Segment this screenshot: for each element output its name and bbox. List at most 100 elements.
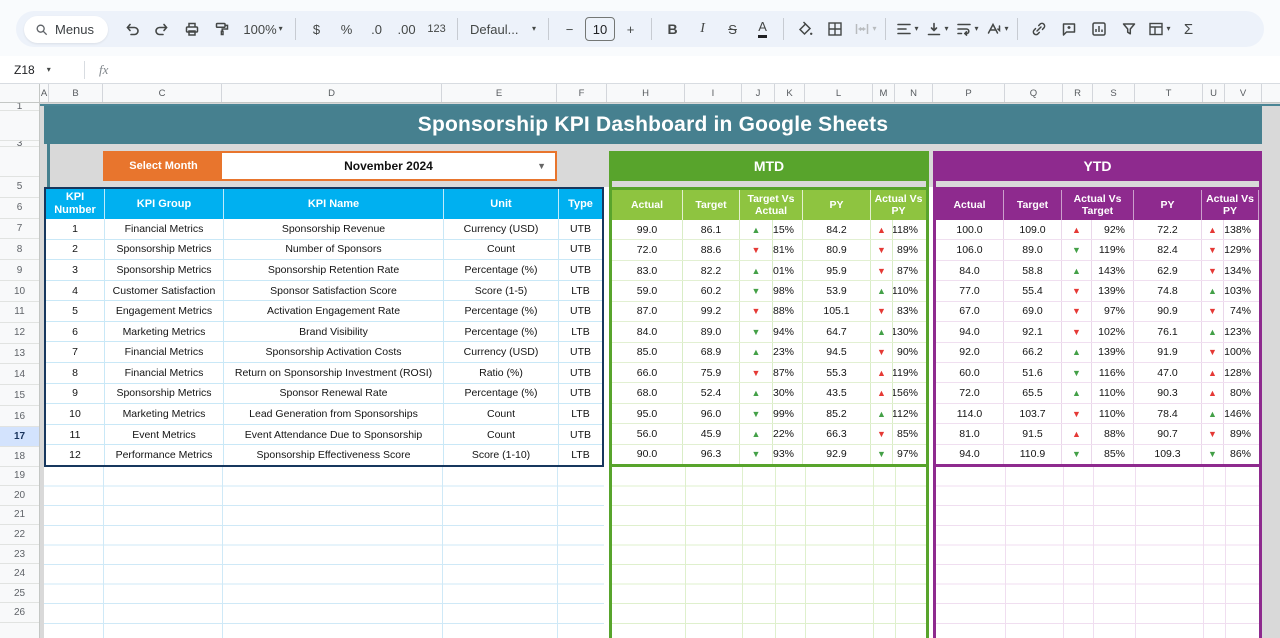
text-rotation-button[interactable]: ▾: [982, 15, 1011, 43]
kpi-group-cell[interactable]: Customer Satisfaction: [105, 280, 224, 301]
kpi-number-header[interactable]: KPI Number: [46, 189, 105, 219]
select-all-corner[interactable]: [0, 84, 40, 102]
kpi-number-cell[interactable]: 9: [46, 383, 105, 404]
ytd-target-cell[interactable]: 91.5: [1004, 424, 1062, 444]
row-header[interactable]: 20: [0, 486, 39, 506]
mtd-py-cell[interactable]: 92.9: [803, 444, 871, 465]
kpi-type-cell[interactable]: UTB: [570, 346, 591, 359]
column-header-L[interactable]: L: [805, 84, 873, 102]
kpi-number-cell[interactable]: 3: [46, 260, 105, 280]
ytd-actual-cell[interactable]: 81.0: [936, 424, 1004, 444]
column-header-K[interactable]: K: [775, 84, 805, 102]
ytd-target-cell[interactable]: 89.0: [1004, 240, 1062, 260]
mtd-actual-header[interactable]: Actual: [612, 190, 683, 220]
mtd-target-cell[interactable]: 82.2: [683, 260, 740, 281]
column-header-N[interactable]: N: [895, 84, 933, 102]
ytd-actual-cell[interactable]: 100.0: [936, 220, 1004, 240]
ytd-target-cell[interactable]: 103.7: [1004, 403, 1062, 424]
row-header[interactable]: 15: [0, 385, 39, 407]
ytd-actual-vs-target-cell[interactable]: 110%: [1092, 383, 1134, 403]
mtd-actual-cell[interactable]: 66.0: [612, 362, 683, 383]
ytd-py-cell[interactable]: 72.2: [1134, 220, 1202, 240]
column-header-D[interactable]: D: [222, 84, 442, 102]
ytd-actual-vs-target-cell[interactable]: 119%: [1092, 240, 1134, 260]
mtd-py-cell[interactable]: 53.9: [803, 281, 871, 301]
mtd-actual-vs-py-cell[interactable]: 85%: [896, 427, 918, 440]
kpi-number-cell[interactable]: 5: [46, 301, 105, 321]
row-header[interactable]: 21: [0, 506, 39, 526]
mtd-actual-vs-py-cell[interactable]: 119%: [893, 366, 918, 379]
month-dropdown[interactable]: November 2024 ▼: [222, 153, 555, 179]
kpi-type-cell[interactable]: LTB: [571, 407, 590, 420]
ytd-actual-vs-py-header[interactable]: Actual Vs PY: [1202, 190, 1259, 220]
ytd-target-cell[interactable]: 58.8: [1004, 260, 1062, 281]
zoom-select[interactable]: 100% ▾: [237, 15, 289, 43]
font-size-input[interactable]: 10: [585, 17, 616, 41]
kpi-name-cell[interactable]: Sponsorship Retention Rate: [224, 260, 444, 280]
ytd-actual-vs-py-cell[interactable]: 138%: [1224, 223, 1251, 236]
mtd-target-vs-actual-cell[interactable]: 93%: [773, 444, 803, 465]
text-color-button[interactable]: A: [748, 15, 777, 43]
ytd-py-cell[interactable]: 91.9: [1134, 342, 1202, 362]
row-header[interactable]: 22: [0, 525, 39, 545]
functions-button[interactable]: Σ: [1174, 15, 1203, 43]
ytd-empty-grid[interactable]: [936, 467, 1259, 638]
mtd-target-vs-actual-cell[interactable]: 101%: [773, 260, 803, 281]
font-select[interactable]: Defaul... ▾: [464, 15, 542, 43]
kpi-group-cell[interactable]: Marketing Metrics: [105, 404, 224, 424]
kpi-name-cell[interactable]: Sponsor Renewal Rate: [224, 383, 444, 404]
kpi-type-cell[interactable]: UTB: [570, 387, 591, 400]
ytd-actual-vs-py-cell[interactable]: 89%: [1229, 427, 1251, 440]
mtd-target-vs-actual-cell[interactable]: 88%: [773, 301, 803, 322]
text-wrap-button[interactable]: ▾: [952, 15, 981, 43]
kpi-type-cell[interactable]: LTB: [571, 449, 590, 462]
ytd-actual-vs-target-cell[interactable]: 88%: [1092, 424, 1134, 444]
row-header[interactable]: 16: [0, 406, 39, 427]
column-header-S[interactable]: S: [1093, 84, 1135, 102]
mtd-target-cell[interactable]: 96.3: [683, 444, 740, 465]
more-formats-button[interactable]: 123: [422, 15, 451, 43]
row-header[interactable]: 6: [0, 198, 39, 219]
kpi-name-cell[interactable]: Activation Engagement Rate: [224, 301, 444, 321]
mtd-actual-cell[interactable]: 68.0: [612, 383, 683, 403]
mtd-py-cell[interactable]: 94.5: [803, 342, 871, 362]
column-header-T[interactable]: T: [1135, 84, 1203, 102]
mtd-target-cell[interactable]: 60.2: [683, 281, 740, 301]
kpi-group-cell[interactable]: Sponsorship Metrics: [105, 383, 224, 404]
kpi-number-cell[interactable]: 8: [46, 363, 105, 383]
row-header[interactable]: 5: [0, 177, 39, 198]
row-header[interactable]: 23: [0, 545, 39, 565]
mtd-py-cell[interactable]: 84.2: [803, 220, 871, 240]
kpi-name-cell[interactable]: Number of Sponsors: [224, 239, 444, 260]
row-header[interactable]: 3: [0, 141, 39, 147]
ytd-target-cell[interactable]: 69.0: [1004, 301, 1062, 322]
mtd-target-cell[interactable]: 52.4: [683, 383, 740, 403]
ytd-actual-vs-py-cell[interactable]: 74%: [1229, 305, 1251, 318]
ytd-py-cell[interactable]: 74.8: [1134, 281, 1202, 301]
kpi-type-cell[interactable]: UTB: [570, 243, 591, 256]
ytd-actual-vs-py-cell[interactable]: 134%: [1224, 264, 1251, 277]
bold-button[interactable]: B: [658, 15, 687, 43]
kpi-type-header[interactable]: Type: [568, 197, 593, 210]
row-header[interactable]: 13: [0, 344, 39, 365]
mtd-target-vs-actual-header[interactable]: Target Vs Actual: [740, 190, 803, 220]
mtd-target-cell[interactable]: 45.9: [683, 424, 740, 444]
ytd-actual-vs-target-cell[interactable]: 92%: [1092, 220, 1134, 240]
kpi-unit-header[interactable]: Unit: [444, 189, 559, 219]
kpi-group-cell[interactable]: Financial Metrics: [105, 342, 224, 363]
mtd-py-cell[interactable]: 105.1: [803, 301, 871, 322]
ytd-actual-cell[interactable]: 114.0: [936, 403, 1004, 424]
row-header[interactable]: 7: [0, 219, 39, 240]
mtd-py-cell[interactable]: 55.3: [803, 362, 871, 383]
mtd-actual-vs-py-cell[interactable]: 112%: [893, 407, 918, 420]
mtd-py-cell[interactable]: 80.9: [803, 240, 871, 260]
mtd-target-vs-actual-cell[interactable]: 98%: [773, 281, 803, 301]
kpi-number-cell[interactable]: 7: [46, 342, 105, 363]
kpi-unit-cell[interactable]: Percentage (%): [444, 321, 559, 342]
ytd-actual-cell[interactable]: 67.0: [936, 301, 1004, 322]
column-header-A[interactable]: A: [40, 84, 49, 102]
mtd-actual-vs-py-header[interactable]: Actual Vs PY: [874, 192, 923, 217]
mtd-actual-cell[interactable]: 85.0: [612, 342, 683, 362]
kpi-group-cell[interactable]: Marketing Metrics: [105, 321, 224, 342]
row-header[interactable]: 17: [0, 426, 39, 447]
